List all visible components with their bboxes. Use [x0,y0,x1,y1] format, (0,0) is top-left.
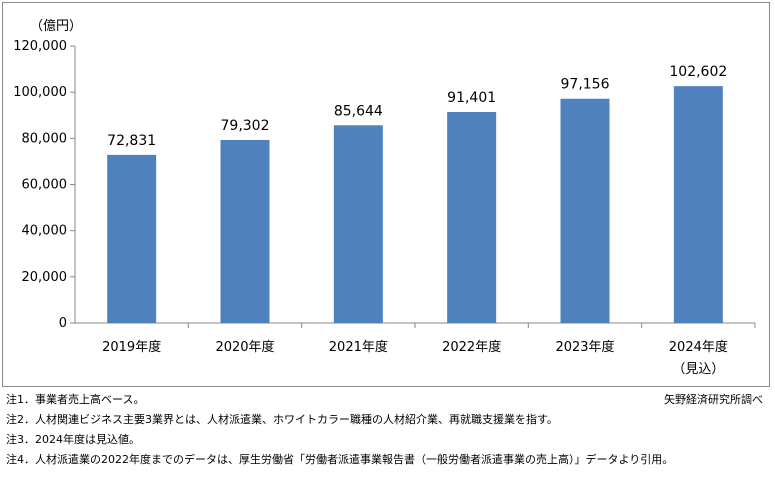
bar [673,86,723,323]
x-tick-label: 2023年度 [555,339,614,355]
value-label: 79,302 [221,118,270,134]
value-labels: 72,831 79,302 85,644 91,401 97,156 102,602 [107,64,727,149]
source-credit: 矢野経済研究所調べ [664,393,763,406]
y-tick-label: 60,000 [22,178,68,193]
bar [560,98,610,323]
chart-frame [2,2,770,387]
bar [220,139,270,323]
note-1: 注1．事業者売上高ベース。 [6,393,145,406]
y-tick-label: 80,000 [22,131,68,146]
y-tick-label: 20,000 [22,270,68,285]
bar [333,125,383,323]
note-3: 注3．2024年度は見込値。 [6,433,140,446]
y-tick-label: 40,000 [22,224,68,239]
bar [447,112,497,323]
x-tick-label: 2024年度 [669,339,728,355]
x-tick-label: 2019年度 [102,339,161,355]
value-label: 72,831 [107,133,156,149]
x-tick-sublabel: （見込） [672,362,724,377]
value-label: 97,156 [561,77,610,93]
value-label: 102,602 [669,64,727,80]
note-2: 注2．人材関連ビジネス主要3業界とは、人材派遣業、ホワイトカラー職種の人材紹介業… [6,413,558,426]
x-tick-labels: 2019年度 2020年度 2021年度 2022年度 2023年度 2024年度 （見込） [102,339,728,377]
bar-chart: （億円） 0 20,000 40,000 60,000 80,000 100,000 120… [13,18,756,377]
bar [107,154,157,323]
y-tick-label: 0 [59,316,67,331]
note-4: 注4．人材派遣業の2022年度までのデータは、厚生労働省「労働者派遣事業報告書（… [6,453,674,466]
value-label: 85,644 [334,103,383,119]
x-tick-label: 2020年度 [215,339,274,355]
y-tick-labels: 0 20,000 40,000 60,000 80,000 100,000 120,000 [13,39,67,331]
x-tick-label: 2021年度 [329,339,388,355]
bars [107,86,723,323]
y-tick-label: 100,000 [13,85,67,100]
x-tick-label: 2022年度 [442,339,501,355]
value-label: 91,401 [447,90,496,106]
y-unit-label: （億円） [30,18,82,34]
axes [70,45,756,328]
y-tick-label: 120,000 [13,39,67,54]
notes: 注1．事業者売上高ベース。 注2．人材関連ビジネス主要3業界とは、人材派遣業、ホ… [6,390,766,470]
